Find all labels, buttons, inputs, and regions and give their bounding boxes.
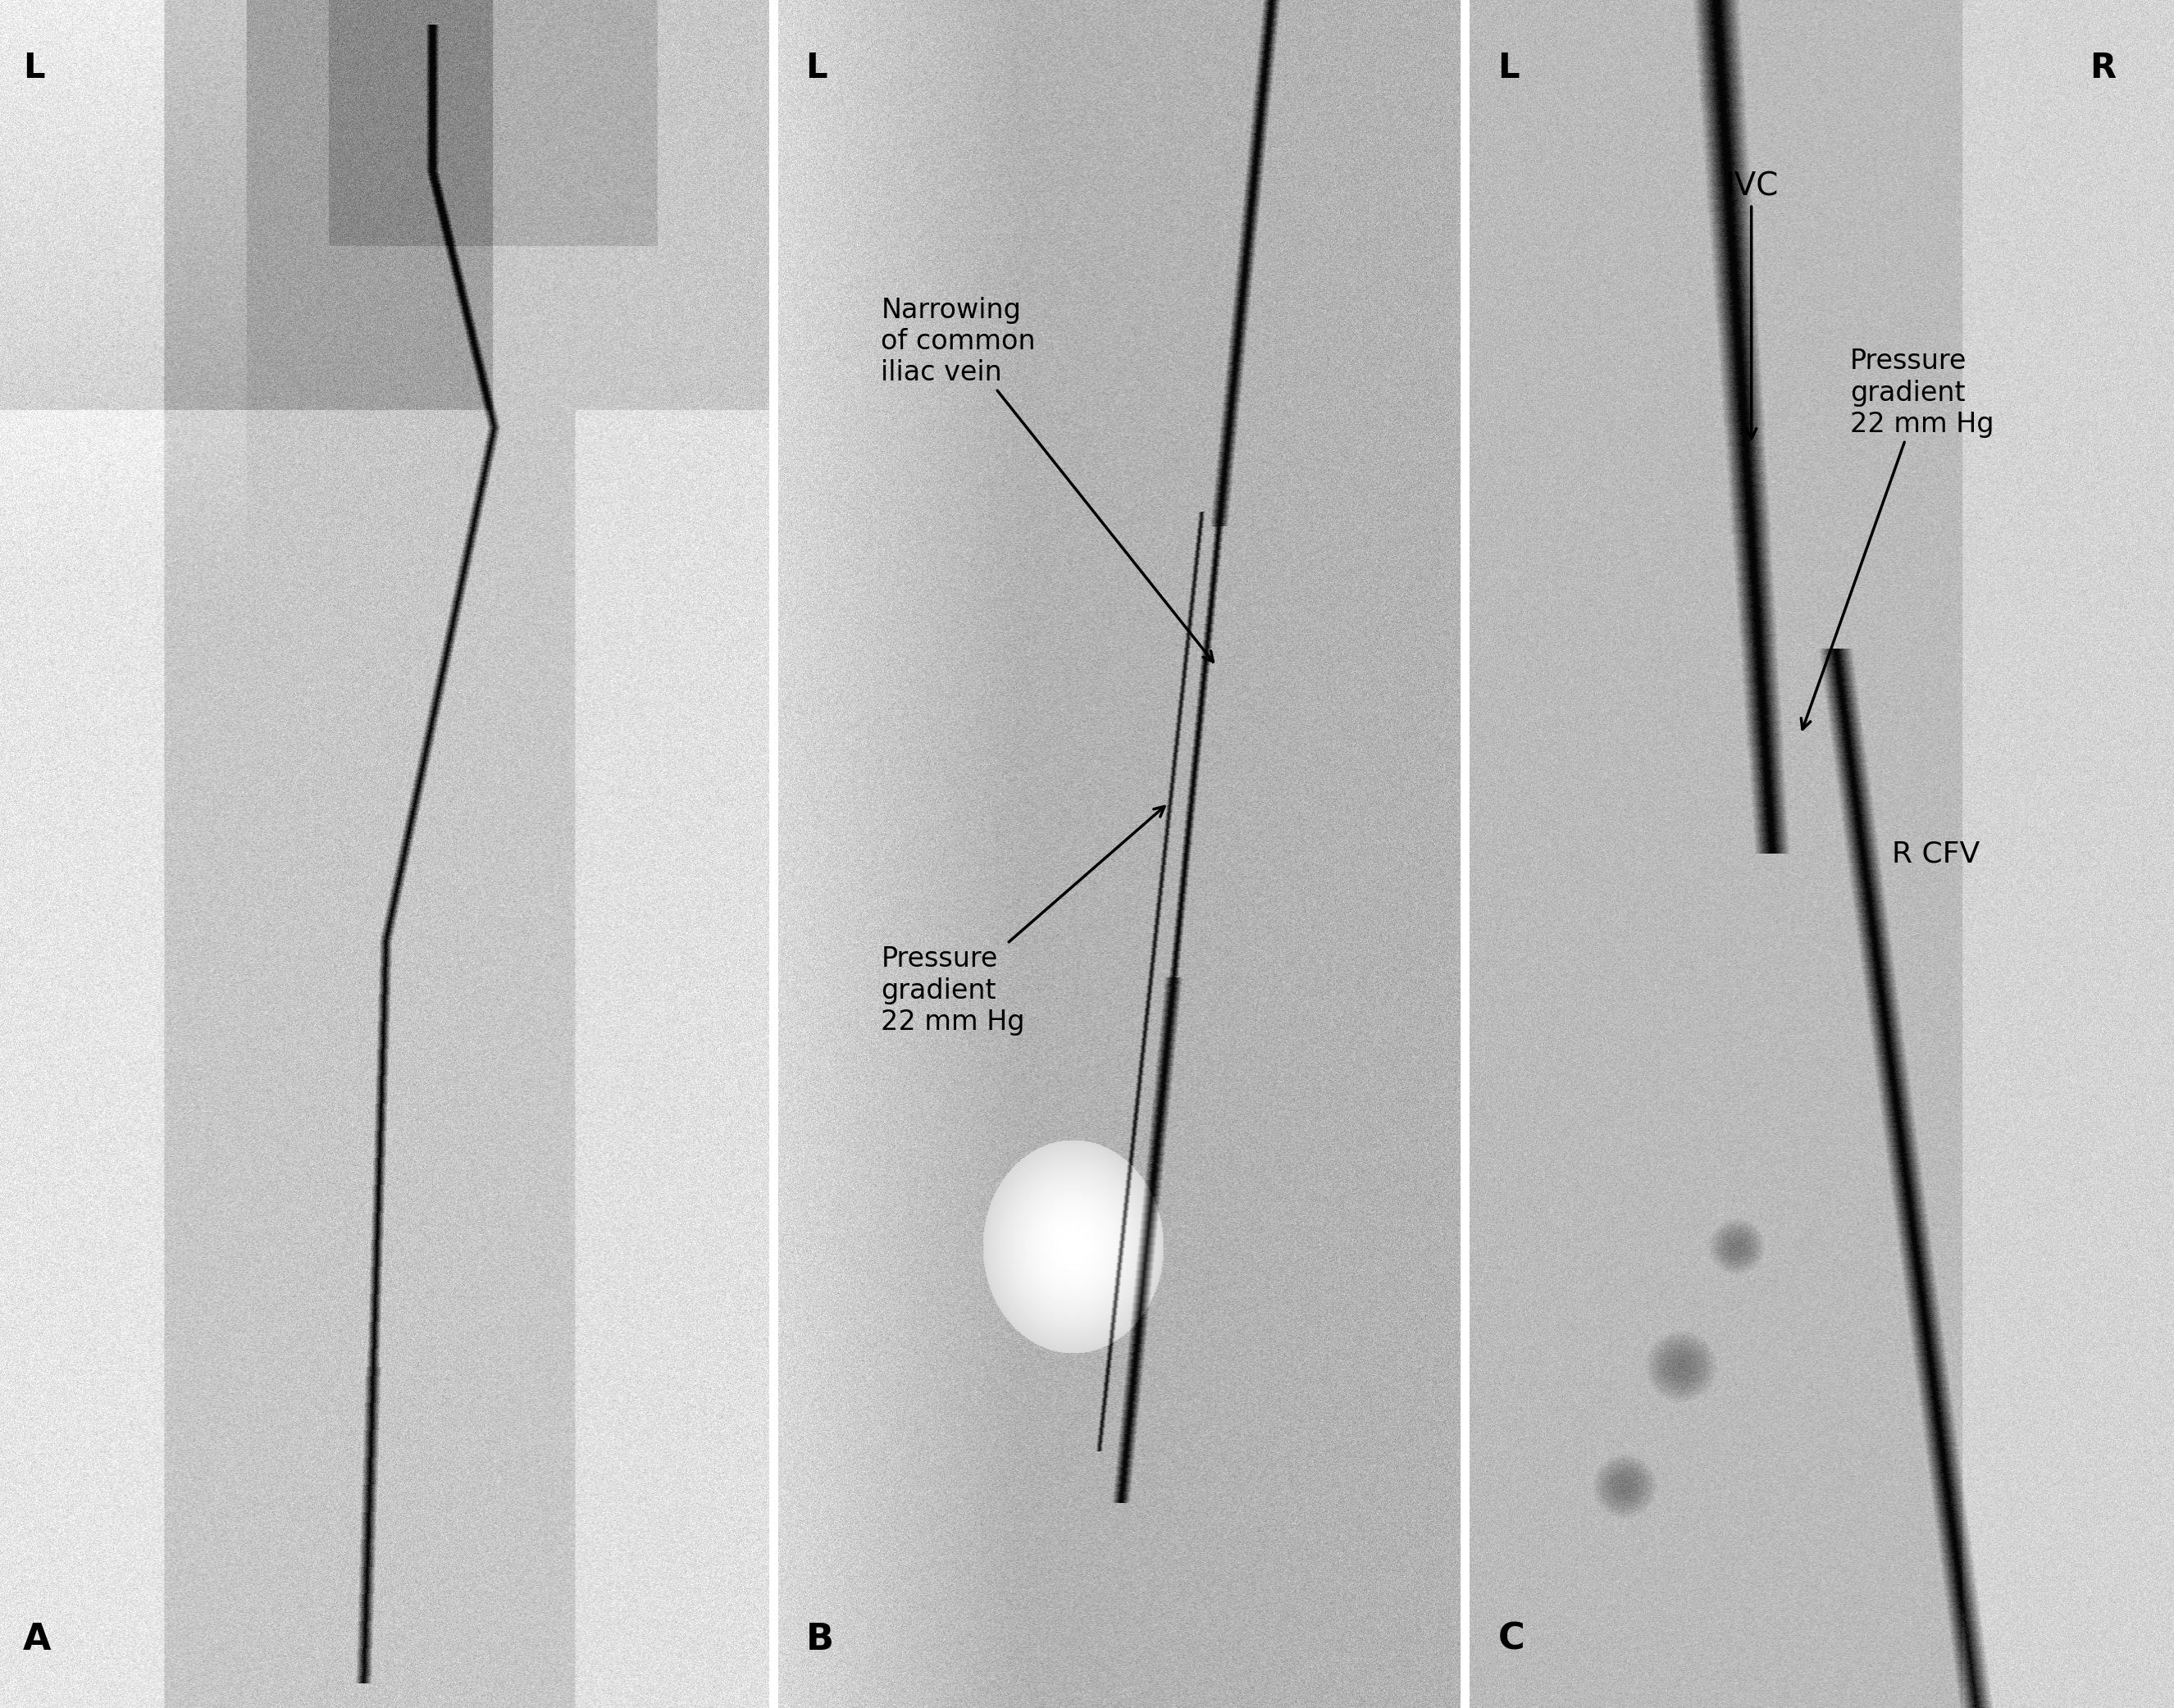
Text: B: B [807, 1621, 833, 1657]
Text: Narrowing
of common
iliac vein: Narrowing of common iliac vein [880, 297, 1213, 661]
Text: IVC: IVC [1724, 171, 1778, 439]
Text: A: A [24, 1621, 52, 1657]
Text: Pressure
gradient
22 mm Hg: Pressure gradient 22 mm Hg [1800, 348, 1994, 729]
Text: R CFV: R CFV [1891, 840, 1981, 868]
Text: C: C [1498, 1621, 1524, 1657]
Text: L: L [24, 51, 46, 85]
Text: L: L [1498, 51, 1520, 85]
Text: L: L [807, 51, 828, 85]
Text: Pressure
gradient
22 mm Hg: Pressure gradient 22 mm Hg [880, 806, 1165, 1035]
Text: R: R [2089, 51, 2115, 85]
